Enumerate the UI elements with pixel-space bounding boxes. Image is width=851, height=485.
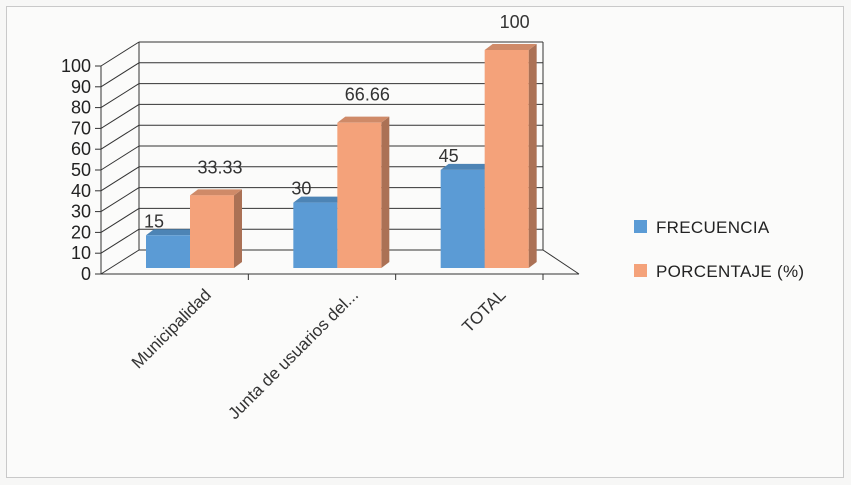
legend-label: FRECUENCIA — [656, 218, 770, 237]
data-label: 30 — [291, 179, 311, 199]
y-tick-label: 90 — [71, 77, 91, 97]
bar — [293, 202, 338, 268]
plot-area: 01020304050607080901001533.33Municipalid… — [61, 12, 804, 423]
category-label: Municipalidad — [128, 285, 215, 372]
side-gridline — [100, 41, 140, 67]
y-tick-label: 0 — [81, 264, 91, 284]
side-gridline — [100, 207, 140, 233]
bar-top — [337, 116, 390, 123]
side-gridline — [100, 145, 140, 171]
legend-label: PORCENTAJE (%) — [656, 262, 804, 281]
side-gridline — [100, 62, 140, 88]
data-label: 100 — [500, 12, 530, 32]
bar-top — [146, 229, 198, 236]
side-gridline — [100, 187, 140, 213]
legend-swatch — [634, 220, 647, 233]
bar-top — [293, 196, 346, 203]
y-tick-label: 50 — [71, 160, 91, 180]
bar-top — [190, 189, 242, 196]
data-label: 33.33 — [197, 157, 242, 177]
bar-side — [381, 116, 390, 268]
y-tick-label: 20 — [71, 222, 91, 242]
y-tick-label: 70 — [71, 118, 91, 138]
side-gridline — [100, 166, 140, 192]
y-tick-label: 80 — [71, 98, 91, 118]
y-tick-label: 60 — [71, 139, 91, 159]
data-label: 15 — [144, 211, 164, 231]
legend-swatch — [634, 264, 647, 277]
side-gridline — [100, 124, 140, 150]
bar-top — [440, 163, 493, 170]
side-gridline — [100, 228, 140, 254]
side-gridline — [100, 103, 140, 129]
bar — [440, 169, 485, 268]
bar — [484, 50, 529, 268]
category-label: Junta de usuarios del... — [224, 285, 362, 423]
side-gridline — [100, 249, 140, 275]
chart-frame: 0 10 20 30 40 50 60 70 80 90 100 15 33.33 Municipalid… — [6, 6, 844, 478]
bar — [190, 195, 234, 268]
data-label: 66.66 — [345, 85, 390, 105]
side-gridline — [100, 83, 140, 109]
floor-right-edge — [542, 249, 580, 275]
bar-top — [484, 44, 537, 50]
bar — [146, 235, 190, 268]
y-tick-label: 10 — [71, 243, 91, 263]
bar-side — [234, 189, 242, 268]
y-tick-label: 100 — [61, 56, 91, 76]
category-label: TOTAL — [458, 285, 509, 336]
bar — [337, 122, 382, 268]
chart-svg: 01020304050607080901001533.33Municipalid… — [61, 12, 804, 423]
y-tick-label: 30 — [71, 202, 91, 222]
y-tick-label: 40 — [71, 181, 91, 201]
bar-side — [528, 44, 537, 268]
data-label: 45 — [439, 146, 459, 166]
